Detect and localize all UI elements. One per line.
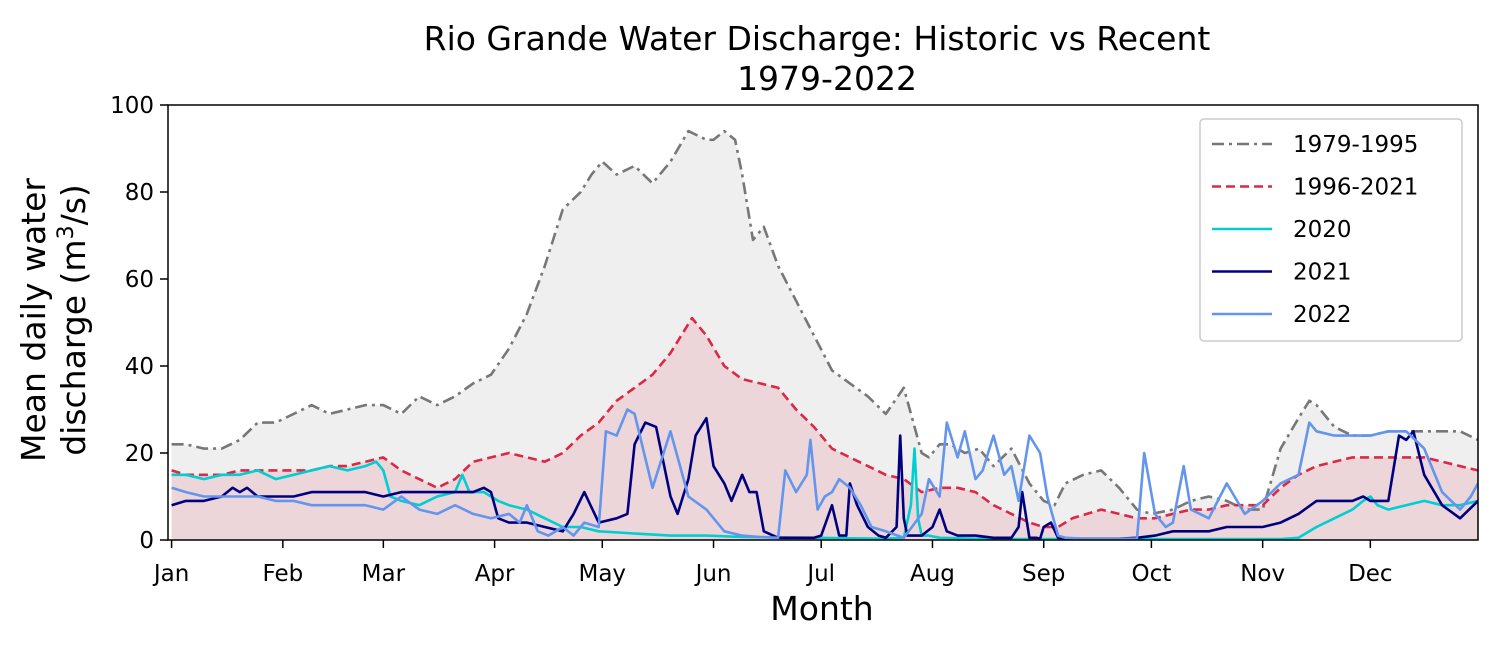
series-line-1996-2021	[171, 316, 1478, 529]
plot-area: 0 20 40 60 80 100 Jan Feb Mar Apr May Jun Jul Aug Sep O…	[110, 93, 1479, 587]
y-axis-label-line1: Mean daily water	[14, 178, 53, 462]
x-tick-label-oct: Oct	[1132, 561, 1172, 587]
y-tick-label: 60	[125, 267, 154, 293]
plot-frame	[167, 104, 1479, 541]
legend: 1979-1995 1996-2021 2020 2021 2022	[1199, 118, 1463, 342]
x-tick-label-aug: Aug	[910, 561, 955, 587]
legend-label-1996-2021: 1996-2021	[1293, 175, 1418, 201]
y-tick-label: 40	[125, 354, 154, 380]
x-tick-label-feb: Feb	[262, 561, 303, 587]
series-line-2021	[171, 416, 1478, 540]
x-tick-label-dec: Dec	[1348, 561, 1393, 587]
legend-label-2021: 2021	[1293, 260, 1352, 286]
y-tick-label: 20	[125, 441, 154, 467]
area-fill-1996-2021	[171, 318, 1478, 540]
series-line-1979-1995	[171, 129, 1478, 516]
x-tick-label-mar: Mar	[362, 561, 406, 587]
x-tick-label-may: May	[578, 561, 626, 587]
x-tick-label-nov: Nov	[1240, 561, 1285, 587]
x-tick-label-jan: Jan	[152, 561, 189, 587]
series-line-2020	[171, 447, 1478, 540]
series-line-2022	[171, 408, 1478, 540]
y-tick-label: 100	[110, 93, 154, 119]
x-tick-label-jul: Jul	[805, 561, 835, 587]
legend-label-2022: 2022	[1293, 302, 1352, 328]
y-tick-label: 0	[139, 528, 154, 554]
y-axis-label: Mean daily water discharge (m3/s)	[14, 178, 93, 462]
x-axis-label: Month	[770, 589, 873, 628]
y-axis-label-line2: discharge (m3/s)	[54, 184, 93, 456]
legend-label-1979-1995: 1979-1995	[1293, 132, 1418, 158]
x-tick-label-jun: Jun	[694, 561, 732, 587]
x-tick-label-apr: Apr	[475, 561, 515, 587]
x-tick-label-sep: Sep	[1022, 561, 1065, 587]
chart-title: Rio Grande Water Discharge: Historic vs …	[424, 19, 1211, 58]
legend-box	[1199, 118, 1463, 342]
legend-label-2020: 2020	[1293, 217, 1352, 243]
chart-subtitle: 1979-2022	[737, 59, 917, 98]
y-tick-label: 80	[125, 180, 154, 206]
area-fill-1979-1995	[171, 131, 1478, 540]
